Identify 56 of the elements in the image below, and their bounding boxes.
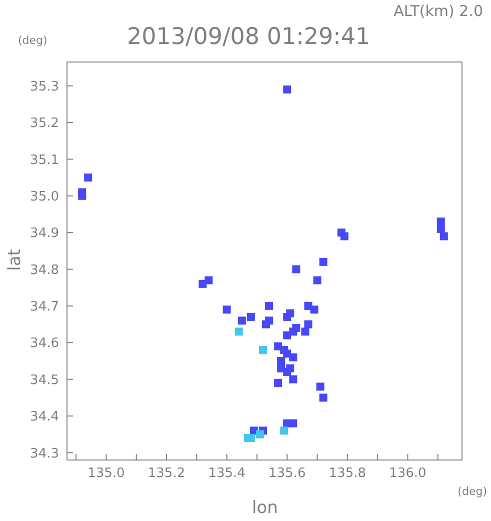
point xyxy=(222,306,231,314)
chart-title: 2013/09/08 01:29:41 xyxy=(127,24,370,50)
x-tick-label: 135.4 xyxy=(208,466,246,482)
point xyxy=(280,426,288,435)
point xyxy=(289,353,298,362)
point xyxy=(292,265,300,274)
y-tick-label: 34.8 xyxy=(30,262,59,278)
y-tick-label: 34.4 xyxy=(30,410,59,425)
point xyxy=(440,232,448,240)
point xyxy=(313,276,322,284)
x-axis-title: lon xyxy=(251,498,279,518)
point xyxy=(319,394,328,402)
x-tick-label: 135.8 xyxy=(328,466,366,482)
point xyxy=(283,312,292,321)
point xyxy=(436,218,445,226)
point xyxy=(265,302,274,310)
point xyxy=(256,430,264,438)
y-tick-label: 34.6 xyxy=(30,336,59,352)
point xyxy=(234,328,243,336)
y-tick-label: 35.1 xyxy=(30,152,59,168)
y-tick-label: 35.2 xyxy=(30,116,59,132)
chart-subtitle: ALT(km) 2.0 xyxy=(394,2,483,20)
point xyxy=(246,312,255,321)
y-tick-label: 34.7 xyxy=(30,300,59,315)
text: (deg) xyxy=(458,485,487,498)
point xyxy=(289,375,298,384)
point xyxy=(289,419,298,428)
y-tick-label: 34.9 xyxy=(30,226,59,242)
point xyxy=(316,382,324,391)
point xyxy=(283,331,292,340)
x-tick-label: 135.0 xyxy=(88,466,125,482)
point xyxy=(277,356,286,365)
point xyxy=(78,192,86,200)
x-tick-label: 136.0 xyxy=(389,466,426,482)
point xyxy=(274,378,282,387)
point xyxy=(340,232,348,240)
y-tick-label: 34.5 xyxy=(30,372,59,388)
point xyxy=(274,342,282,350)
text: (deg) xyxy=(18,34,48,47)
point xyxy=(304,320,312,328)
point xyxy=(286,364,294,372)
y-tick-label: 35.0 xyxy=(30,190,59,205)
y-tick-label: 34.3 xyxy=(30,446,59,462)
point xyxy=(310,306,318,314)
y-axis-title: lat xyxy=(4,249,25,271)
point xyxy=(258,346,267,354)
point xyxy=(283,86,292,94)
point xyxy=(84,174,92,182)
y-tick-label: 35.3 xyxy=(30,79,59,94)
point xyxy=(262,320,270,328)
point xyxy=(301,328,310,336)
point xyxy=(204,276,213,284)
point xyxy=(238,316,246,325)
x-tick-label: 135.6 xyxy=(268,466,306,482)
x-tick-label: 135.2 xyxy=(148,466,186,482)
point xyxy=(319,258,328,266)
